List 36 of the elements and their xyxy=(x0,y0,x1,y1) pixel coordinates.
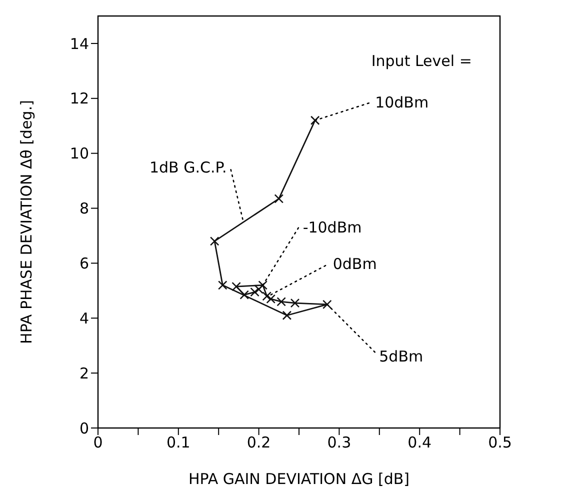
y-tick-label: 8 xyxy=(79,200,89,218)
annotation: 5dBm xyxy=(379,348,424,366)
point xyxy=(322,300,332,310)
x-tick-label: 0.5 xyxy=(488,434,512,452)
point xyxy=(282,310,292,320)
point xyxy=(276,297,286,306)
annotation: -10dBm xyxy=(302,218,362,236)
y-tick-label: 14 xyxy=(70,34,89,53)
point xyxy=(218,280,228,290)
y-tick-label: 6 xyxy=(79,254,89,273)
y-tick-label: 0 xyxy=(79,419,89,438)
point xyxy=(254,284,264,294)
point xyxy=(258,280,268,290)
point xyxy=(232,282,241,292)
y-tick-label: 12 xyxy=(70,90,89,108)
annotation: 1dB G.C.P. xyxy=(149,158,227,177)
point xyxy=(240,290,249,300)
x-tick-label: 0.1 xyxy=(166,434,190,452)
annotation: 0dBm xyxy=(332,255,377,274)
x-tick-label: 0.4 xyxy=(408,434,432,452)
point xyxy=(290,298,300,308)
y-tick-label: 10 xyxy=(70,144,89,163)
x-tick-label: 0.2 xyxy=(246,434,271,452)
point xyxy=(262,292,272,301)
annotation: Input Level = xyxy=(371,52,472,70)
y-tick-label: 4 xyxy=(79,309,89,328)
y-tick-label: 2 xyxy=(79,364,89,382)
x-axis-title: HPA GAIN DEVIATION ΔG [dB] xyxy=(188,470,410,488)
y-axis-title: HPA PHASE DEVIATION Δθ [deg.] xyxy=(17,100,36,344)
annotation: 10dBm xyxy=(375,94,429,112)
x-tick-label: 0 xyxy=(93,434,103,452)
point xyxy=(274,194,284,204)
x-tick-label: 0.3 xyxy=(327,434,352,452)
point xyxy=(310,116,320,126)
point xyxy=(266,294,276,304)
point xyxy=(210,236,220,246)
